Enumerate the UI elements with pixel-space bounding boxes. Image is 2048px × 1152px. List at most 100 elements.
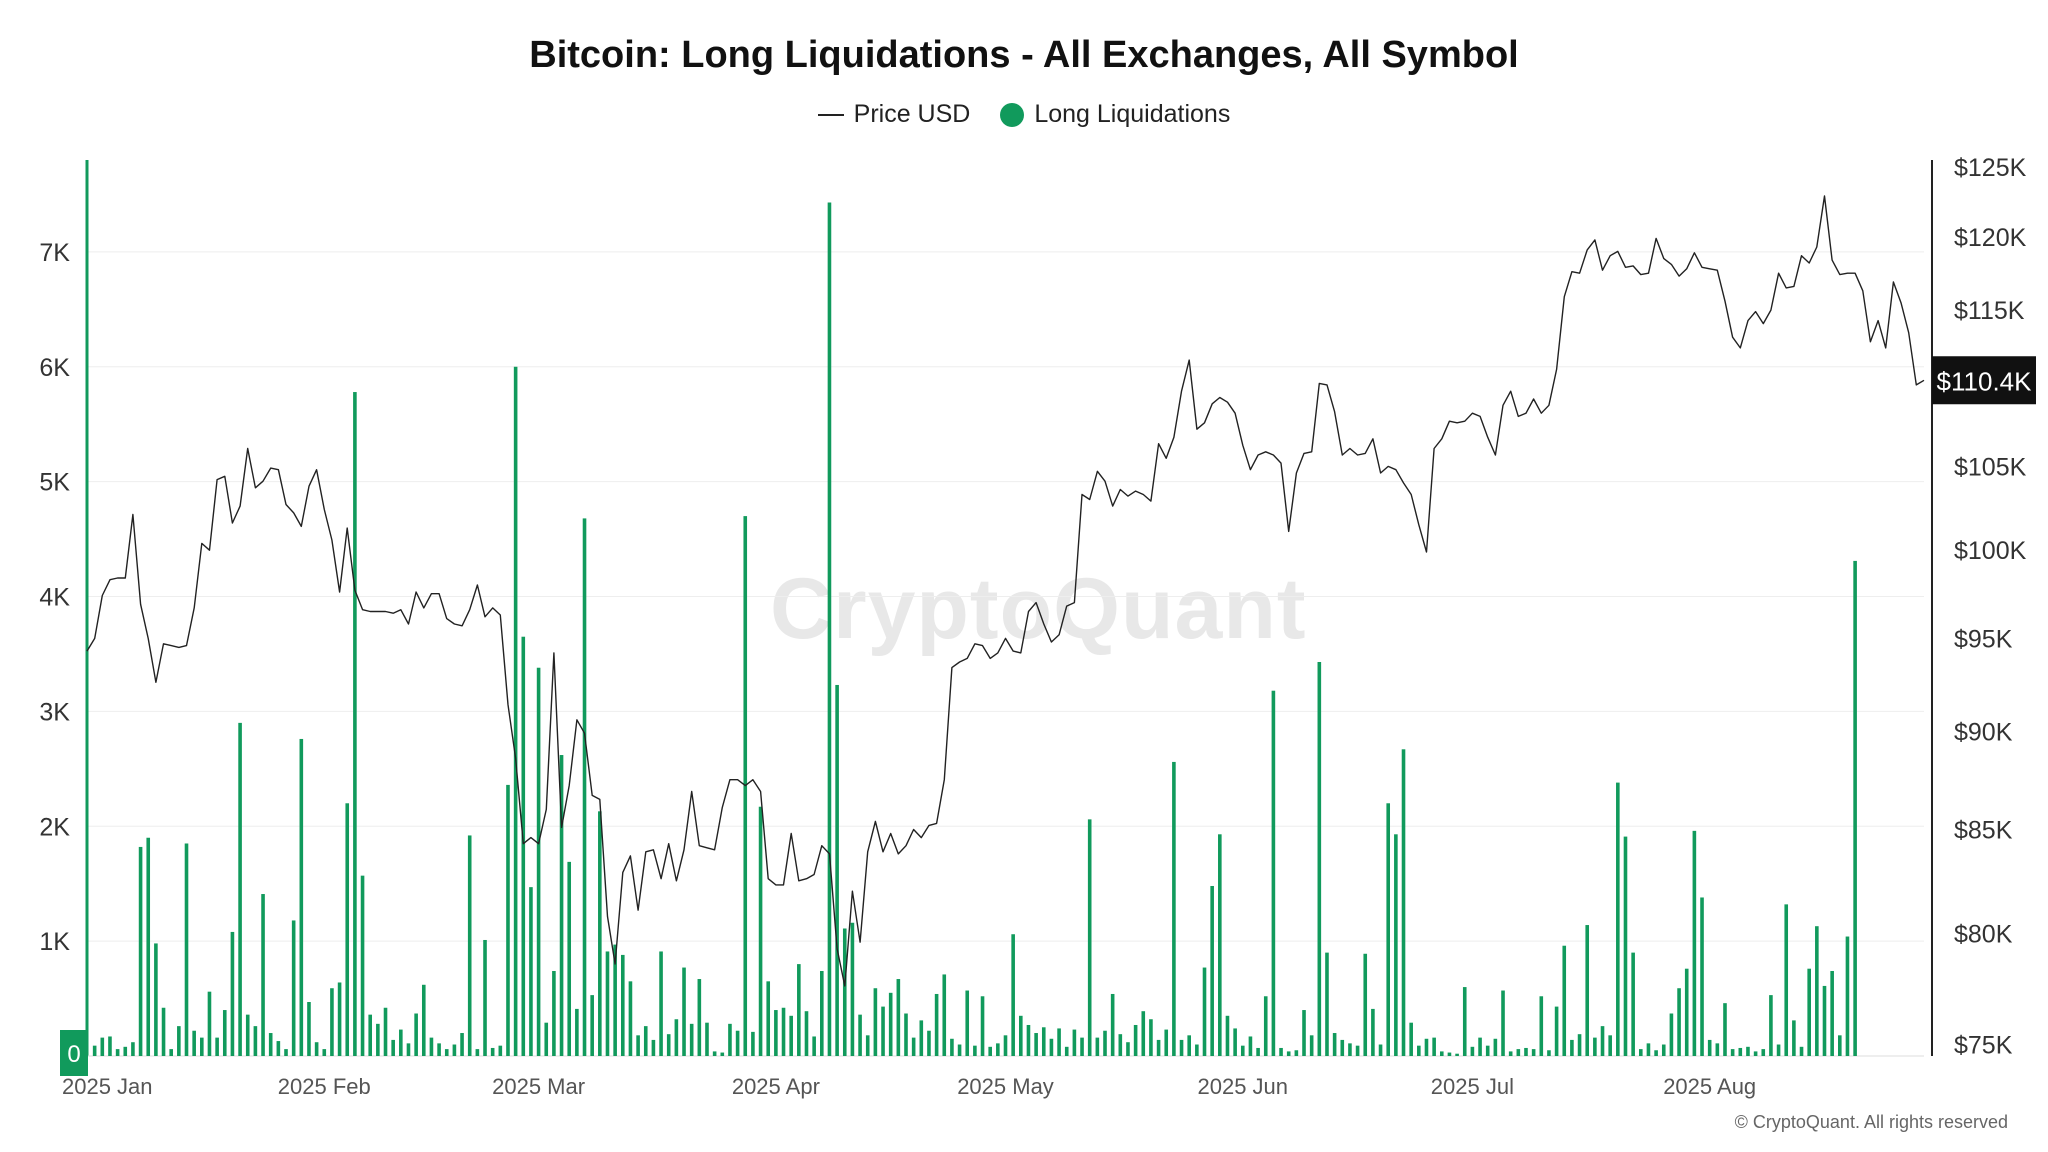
liquidation-bar [1692, 830, 1697, 1056]
liquidation-bar [789, 1015, 793, 1056]
liquidation-bar [1348, 1043, 1352, 1056]
liquidation-bar [1524, 1047, 1528, 1056]
liquidation-bar [1769, 995, 1773, 1056]
liquidation-bar [383, 1007, 388, 1056]
y-right-tick-label: $120K [1954, 224, 2027, 252]
liquidation-bar [827, 202, 832, 1056]
liquidation-bar [919, 1020, 924, 1056]
liquidation-bar [1386, 803, 1391, 1056]
liquidation-bar [1294, 1050, 1299, 1056]
y-right-tick-label: $100K [1954, 537, 2027, 565]
liquidation-bar [812, 1036, 816, 1056]
liquidation-bar [1730, 1049, 1735, 1056]
liquidation-bar [177, 1026, 181, 1056]
liquidation-bar [207, 991, 212, 1056]
liquidation-bar [1164, 1029, 1169, 1056]
liquidation-bar [751, 1031, 755, 1056]
liquidation-bar [888, 992, 893, 1056]
liquidation-bar [429, 1037, 434, 1056]
liquidation-bar [1493, 1038, 1498, 1056]
legend-label-price: Price USD [853, 100, 971, 128]
legend-item-liquidations[interactable]: Long Liquidations [1000, 100, 1230, 129]
liquidation-bar [1087, 819, 1092, 1056]
liquidation-bar [965, 990, 970, 1056]
liquidation-bar [1240, 1045, 1245, 1056]
liquidation-bar [643, 1026, 648, 1056]
liquidation-bar [1195, 1044, 1199, 1056]
liquidation-bar [192, 1030, 196, 1056]
liquidation-bar [728, 1023, 732, 1056]
liquidation-bar [904, 1013, 908, 1056]
y-left-tick-label: 5K [39, 469, 70, 497]
liquidation-bar [261, 894, 265, 1056]
liquidation-bar [1792, 1020, 1796, 1056]
liquidation-bar [1080, 1037, 1084, 1056]
liquidation-bar [980, 996, 985, 1056]
liquidation-bar [820, 970, 824, 1056]
liquidation-bar [1761, 1049, 1766, 1056]
liquidation-bar [774, 1010, 778, 1056]
liquidation-bar [1623, 836, 1628, 1056]
y-left-tick-label: 2K [39, 813, 70, 841]
liquidation-bar [1738, 1047, 1743, 1056]
liquidation-bar [842, 928, 847, 1056]
x-tick-label: 2025 Jul [1431, 1074, 1514, 1099]
liquidation-bar [1325, 952, 1329, 1056]
liquidation-bar [674, 1019, 679, 1056]
liquidation-bar [1638, 1049, 1643, 1056]
liquidation-bar [689, 1023, 694, 1056]
liquidation-bar [1554, 1006, 1559, 1056]
liquidation-bar [1218, 834, 1222, 1056]
liquidation-bar [1210, 885, 1214, 1056]
liquidation-bar [582, 518, 587, 1056]
liquidation-bar [1654, 1050, 1658, 1056]
liquidation-bar [475, 1049, 480, 1056]
liquidation-bar [559, 755, 564, 1056]
liquidation-bar [1133, 1024, 1138, 1056]
liquidation-bar [345, 803, 350, 1056]
liquidation-bar [1394, 834, 1398, 1056]
legend-item-price[interactable]: Price USD [817, 100, 971, 129]
liquidation-bar [651, 1039, 656, 1056]
liquidation-bar [506, 784, 510, 1056]
liquidation-bar [781, 1007, 786, 1056]
liquidation-bar [1149, 1019, 1153, 1056]
liquidation-bar [911, 1037, 916, 1056]
liquidation-bar [368, 1014, 373, 1056]
liquidation-bar [146, 837, 151, 1056]
liquidation-bar [1041, 1027, 1046, 1056]
legend: Price USD Long Liquidations [0, 100, 2048, 129]
liquidation-bar [1799, 1046, 1804, 1056]
liquidation-bar [850, 922, 855, 1056]
liquidation-bar [1034, 1033, 1038, 1056]
liquidation-bar [513, 366, 518, 1056]
liquidation-bar [1401, 749, 1406, 1056]
liquidation-bar [712, 1051, 717, 1056]
y-right-tick-label: $85K [1954, 816, 2013, 844]
liquidation-bar [322, 1049, 327, 1056]
liquidation-bar [927, 1030, 931, 1056]
liquidation-bar [1118, 1034, 1123, 1056]
liquidation-bar [1340, 1039, 1345, 1056]
liquidation-bar [1501, 990, 1505, 1056]
liquidation-bar [1095, 1037, 1100, 1056]
y-right-tick-label: $105K [1954, 453, 2027, 481]
liquidation-bar [498, 1045, 503, 1056]
x-tick-label: 2025 Apr [732, 1074, 820, 1099]
liquidation-bar [1309, 1035, 1314, 1056]
liquidation-bar [161, 1007, 166, 1056]
y-left-tick-label: 7K [39, 239, 70, 267]
liquidation-bar [154, 943, 158, 1056]
legend-line-swatch [817, 113, 844, 116]
liquidation-bar [291, 920, 296, 1056]
liquidation-bar [1853, 560, 1857, 1056]
liquidation-bar [1684, 968, 1689, 1056]
liquidation-bar [92, 1045, 97, 1056]
liquidation-bar [666, 1034, 671, 1056]
legend-dot-swatch [1000, 102, 1025, 127]
liquidation-bar [1371, 1008, 1375, 1056]
liquidation-bar [100, 1037, 105, 1056]
liquidation-bar [605, 951, 610, 1056]
liquidation-bar [1049, 1038, 1054, 1056]
